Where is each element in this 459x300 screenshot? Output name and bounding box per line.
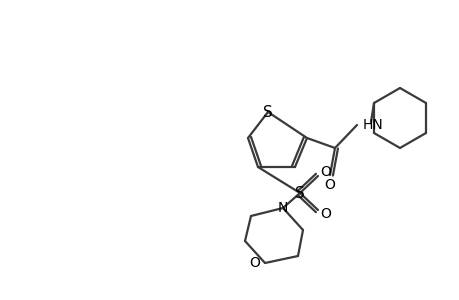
- Text: S: S: [263, 104, 272, 119]
- Text: O: O: [320, 165, 331, 179]
- Text: N: N: [277, 201, 287, 215]
- Text: O: O: [324, 178, 335, 192]
- Text: S: S: [295, 185, 304, 200]
- Text: O: O: [320, 207, 331, 221]
- Text: O: O: [249, 256, 260, 270]
- Text: HN: HN: [362, 118, 383, 132]
